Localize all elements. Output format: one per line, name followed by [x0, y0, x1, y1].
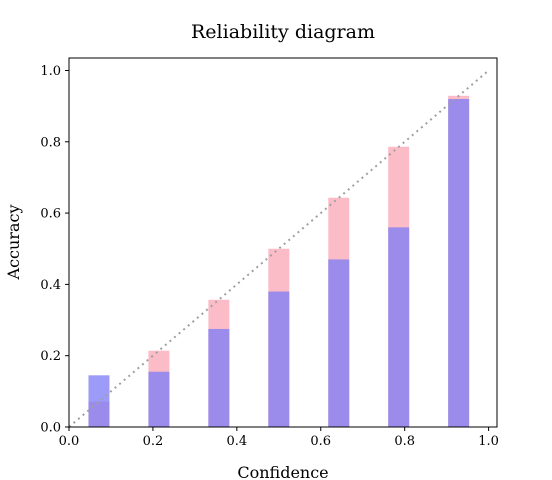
bars	[88, 95, 470, 427]
chart-title: Reliability diagram	[191, 21, 375, 43]
y-tick-label-1: 0.2	[40, 349, 61, 364]
x-tick-label-3: 0.6	[310, 434, 331, 449]
y-tick-label-0: 0.0	[40, 421, 61, 436]
y-tick-label-2: 0.4	[40, 278, 61, 293]
x-tick-label-5: 1.0	[478, 434, 499, 449]
bar-series-2-bin-5	[328, 259, 350, 427]
y-tick-label-5: 1.0	[40, 64, 61, 79]
x-axis-label: Confidence	[237, 463, 328, 480]
y-axis-label: Accuracy	[4, 205, 23, 281]
x-tick-label-2: 0.4	[226, 434, 247, 449]
bar-series-2-bin-7	[448, 99, 470, 427]
bar-series-2-bin-1	[88, 375, 110, 427]
bar-series-2-bin-4	[268, 291, 290, 427]
plot-area	[68, 69, 490, 428]
bar-series-2-bin-6	[388, 227, 410, 427]
bar-series-2-bin-3	[208, 328, 230, 427]
axes: 0.0 0.2 0.4 0.6 0.8 1.0 0.0 0.2 0.4 0.6 0.8 1.0	[40, 57, 499, 449]
x-tick-label-0: 0.0	[59, 434, 80, 449]
diagonal-reference-line	[68, 69, 490, 428]
plot-frame	[68, 57, 498, 428]
y-tick-label-4: 0.8	[40, 135, 61, 150]
y-tick-label-3: 0.6	[40, 207, 61, 222]
x-tick-label-4: 0.8	[394, 434, 415, 449]
x-tick-label-1: 0.2	[143, 434, 164, 449]
bar-series-2-bin-2	[148, 371, 170, 427]
